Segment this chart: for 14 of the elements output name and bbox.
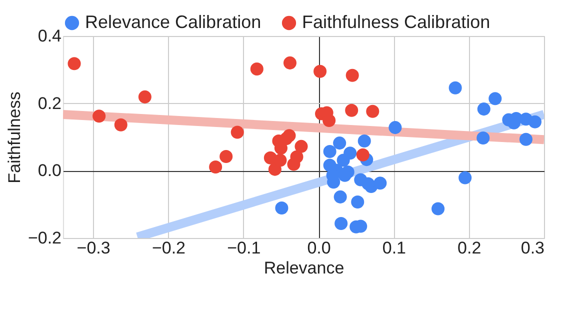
x-tick-label: −0.3 — [76, 238, 110, 258]
legend-label: Faithfulness Calibration — [302, 12, 490, 32]
y-tick-label: 0.2 — [38, 94, 62, 113]
x-tick-label: −0.1 — [227, 238, 261, 258]
legend-label: Relevance Calibration — [85, 12, 262, 32]
x-axis-title: Relevance — [264, 258, 344, 278]
x-tick-label: 0.0 — [307, 238, 331, 258]
y-tick-label: 0.0 — [38, 161, 62, 180]
x-tick-label: 0.3 — [520, 238, 544, 258]
x-tick-label: 0.2 — [458, 238, 482, 258]
y-axis-title: Faithfulness — [4, 92, 24, 184]
y-tick-label: 0.4 — [38, 26, 62, 46]
x-tick-label: 0.1 — [382, 238, 406, 258]
x-tick-label: −0.2 — [152, 238, 186, 258]
